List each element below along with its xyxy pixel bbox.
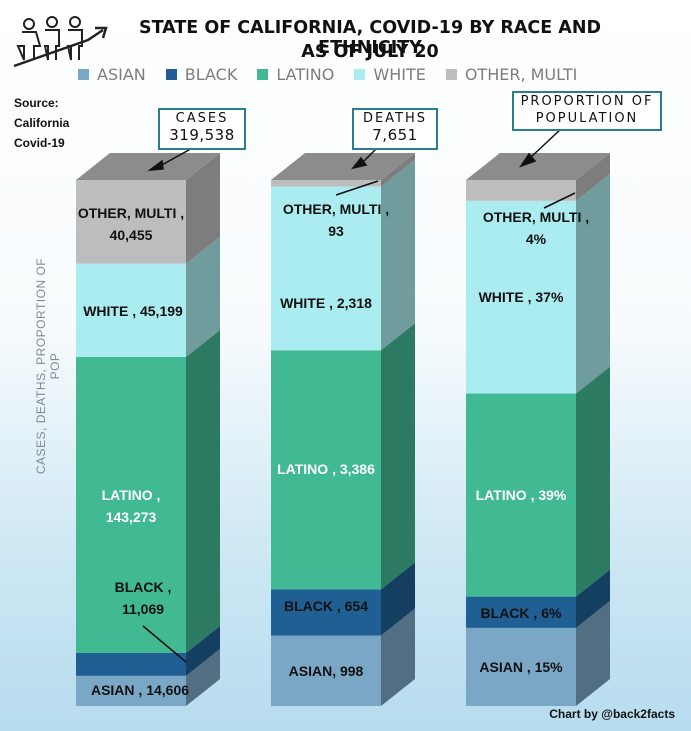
bar-latino-0 (76, 356, 186, 653)
legend-swatch-other (445, 69, 457, 80)
bar-side-other-2 (576, 153, 610, 201)
segment-label-white-1: WHITE , 2,318 (280, 295, 372, 311)
legend-item-asian: ASIAN (78, 65, 146, 84)
cases-callout-label: CASES (175, 111, 229, 126)
bar-black-2 (466, 596, 576, 628)
bar-black-0 (76, 652, 186, 676)
chart-title-line1: STATE OF CALIFORNIA, COVID-19 BY RACE AN… (138, 18, 602, 58)
segment-label-asian-0: ASIAN , 14,606 (91, 682, 189, 698)
bar-side-black-0 (186, 625, 220, 676)
bar-side-other-1 (381, 153, 415, 187)
bar-asian-0 (76, 675, 186, 706)
other-pop-leader (543, 192, 576, 209)
other-deaths-leader (335, 180, 379, 196)
deaths-callout-value: 7,651 (372, 126, 418, 144)
chart-title-line2: AS OF JULY 20 (301, 42, 439, 62)
segment-label-other-1: OTHER, MULTI , 93 (283, 201, 389, 239)
deaths-callout: DEATHS 7,651 (352, 108, 438, 150)
segment-label-latino-0: LATINO , 143,273 (102, 487, 161, 525)
population-pointer (529, 127, 563, 159)
source-line3: Covid-19 (14, 136, 65, 150)
bar-black-1 (271, 589, 381, 636)
bar-side-white-0 (186, 236, 220, 357)
segment-label-other-0: OTHER, MULTI , 40,455 (78, 205, 184, 243)
cases-callout-value: 319,538 (169, 126, 235, 144)
segment-label-asian-2: ASIAN , 15% (479, 659, 563, 675)
leader-lines (142, 180, 576, 663)
legend-label-black: BLACK (184, 65, 238, 84)
bar-side-other-0 (186, 153, 220, 264)
callout-pointers (147, 127, 563, 171)
deaths-callout-label: DEATHS (362, 111, 428, 126)
legend-swatch-white (354, 69, 366, 80)
bar-top-1 (271, 153, 415, 180)
legend-item-latino: LATINO (257, 65, 334, 84)
bar-side-black-2 (576, 569, 610, 628)
deaths-pointer (363, 148, 377, 162)
legend-label-asian: ASIAN (97, 65, 146, 84)
legend-item-white: WHITE (354, 65, 426, 84)
chart-credit: Chart by @back2facts (549, 707, 675, 721)
deaths-pointer-head (351, 156, 368, 170)
legend-swatch-asian (78, 69, 89, 80)
bar-side-black-1 (381, 562, 415, 636)
bar-other-1 (271, 180, 381, 187)
segment-label-asian-1: ASIAN, 998 (289, 663, 364, 679)
bar-side-white-1 (381, 159, 415, 351)
bar-asian-2 (466, 627, 576, 706)
legend-item-black: BLACK (165, 65, 238, 84)
source-line2: California (14, 116, 70, 130)
legend-swatch-latino (257, 69, 269, 80)
segment-label-other-2: OTHER, MULTI , 4% (483, 209, 589, 247)
bar-white-0 (76, 263, 186, 357)
legend-swatch-black (165, 69, 177, 80)
bar-side-asian-1 (381, 608, 415, 706)
segment-label-black-2: BLACK , 6% (481, 605, 562, 621)
segment-label-latino-1: LATINO , 3,386 (277, 461, 375, 477)
bar-side-white-2 (576, 173, 610, 394)
bar-side-latino-0 (186, 329, 220, 653)
population-pointer-head (519, 152, 537, 168)
legend-label-other: OTHER, MULTI (464, 65, 578, 84)
bar-top-2 (466, 153, 610, 180)
bar-latino-2 (466, 393, 576, 597)
legend-label-white: WHITE (373, 65, 426, 84)
segment-label-black-1: BLACK , 654 (284, 598, 368, 614)
legend-label-latino: LATINO (276, 65, 335, 84)
bar-side-latino-2 (576, 366, 610, 597)
bar-white-1 (271, 186, 381, 351)
segment-label-white-0: WHITE , 45,199 (83, 303, 183, 319)
bar-side-latino-1 (381, 323, 415, 590)
family-icon (13, 16, 108, 68)
bar-top-0 (76, 153, 220, 180)
legend: ASIAN BLACK LATINO WHITE OTHER, MULTI (78, 65, 577, 84)
bar-other-2 (466, 180, 576, 201)
bar-latino-1 (271, 350, 381, 590)
black-cases-leader (142, 625, 187, 663)
cases-pointer-head (147, 159, 164, 171)
bar-side-asian-2 (576, 600, 610, 706)
source-note: Source: California Covid-19 (14, 93, 84, 153)
population-callout: PROPORTION OF POPULATION (512, 91, 662, 131)
bar-other-0 (76, 180, 186, 264)
population-callout-line1: PROPORTION OF (520, 94, 654, 109)
segment-label-white-2: WHITE , 37% (479, 289, 564, 305)
segment-label-latino-2: LATINO , 39% (476, 487, 567, 503)
population-callout-line2: POPULATION (535, 111, 639, 126)
bar-white-2 (466, 200, 576, 394)
segment-label-black-0: BLACK , 11,069 (115, 579, 172, 617)
source-line1: Source: (14, 96, 59, 110)
bar-asian-1 (271, 635, 381, 706)
bar-side-asian-0 (186, 648, 220, 706)
legend-item-other: OTHER, MULTI (445, 65, 578, 84)
y-axis-label: CASES, DEATHS, PROPORTION OF POP (34, 257, 62, 475)
cases-callout: CASES 319,538 (158, 108, 246, 150)
